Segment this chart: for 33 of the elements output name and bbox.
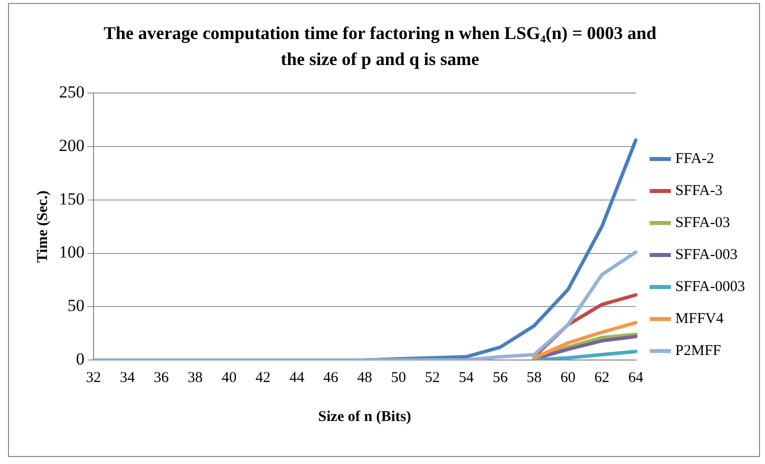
x-tick-label: 46 [323, 370, 339, 386]
legend-label: FFA-2 [675, 150, 714, 167]
x-tick-label: 64 [628, 370, 644, 386]
y-tick-label: 150 [59, 189, 84, 208]
x-tick-label: 58 [526, 370, 542, 386]
x-axis-title: Size of n (Bits) [318, 408, 412, 425]
y-axis-title: Time (Sec.) [34, 190, 51, 263]
legend-label: SFFA-0003 [675, 278, 746, 295]
x-tick-label: 44 [289, 370, 305, 386]
x-tick-label: 34 [120, 370, 136, 386]
x-tick-label: 32 [86, 370, 101, 386]
x-tick-label: 42 [255, 370, 270, 386]
x-tick-label: 38 [188, 370, 203, 386]
y-tick-label: 200 [59, 136, 84, 156]
y-tick-label: 100 [59, 242, 84, 262]
x-tick-label: 50 [391, 370, 406, 386]
x-tick-label: 60 [560, 370, 576, 386]
legend-label: SFFA-3 [675, 182, 723, 199]
x-tick-label: 40 [222, 370, 237, 386]
y-tick-label: 0 [76, 349, 84, 368]
y-tick-label: 50 [68, 296, 84, 316]
x-tick-label: 62 [594, 370, 610, 386]
chart-title: The average computation time for factoring n when LSG₄(n) = 0003 and the size of p and q is same [102, 22, 658, 71]
x-tick-label: 54 [458, 370, 474, 386]
x-tick-label: 36 [154, 370, 170, 386]
legend-label: P2MFF [675, 342, 722, 359]
legend-label: SFFA-03 [675, 214, 730, 231]
legend-label: MFFV4 [675, 310, 724, 327]
x-tick-label: 52 [424, 370, 440, 386]
y-tick-label: 250 [59, 82, 84, 102]
x-tick-label: 56 [492, 370, 508, 386]
legend-label: SFFA-003 [675, 246, 738, 263]
x-tick-label: 48 [357, 370, 372, 386]
